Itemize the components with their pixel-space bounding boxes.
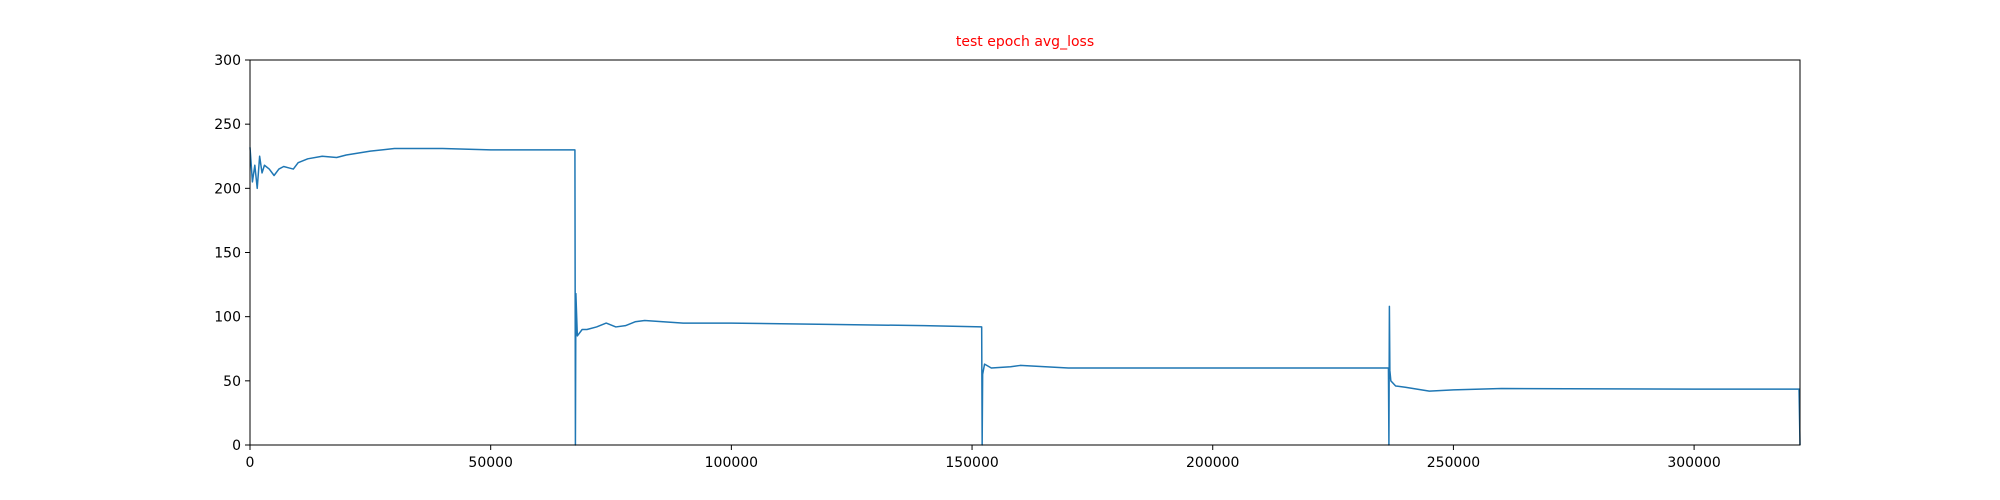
axes-frame <box>249 59 1801 446</box>
y-tick-label: 200 <box>214 181 241 197</box>
y-tick-label: 250 <box>214 117 241 133</box>
x-tick-label: 250000 <box>1427 455 1480 471</box>
x-tick-label: 200000 <box>1186 455 1239 471</box>
y-tick-label: 0 <box>232 438 241 454</box>
x-tick-label: 300000 <box>1667 455 1720 471</box>
x-tick-label: 0 <box>246 455 255 471</box>
line <box>249 147 1801 446</box>
y-tick-label: 150 <box>214 246 241 262</box>
y-tick-label: 100 <box>214 310 241 326</box>
y-tick-label: 50 <box>223 374 241 390</box>
y-tick-label: 300 <box>214 53 241 69</box>
x-tick-label: 100000 <box>705 455 758 471</box>
chart-title: test epoch avg_loss <box>956 34 1094 50</box>
x-tick-label: 50000 <box>468 455 513 471</box>
x-tick-label: 150000 <box>945 455 998 471</box>
